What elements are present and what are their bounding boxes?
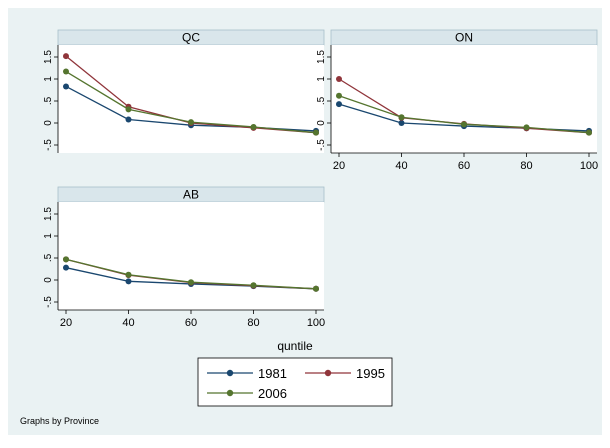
y-tick-label: 1: [316, 76, 327, 82]
data-point-1995: [63, 53, 69, 60]
data-point-2006: [586, 129, 592, 136]
y-tick-label: 1.5: [43, 207, 54, 221]
plot-region: [58, 202, 324, 310]
data-point-1995: [336, 76, 342, 82]
data-point-2006: [398, 114, 405, 121]
y-tick-label: .5: [43, 253, 54, 262]
legend-label-1981: 1981: [258, 366, 287, 381]
y-tick-label: 1: [43, 233, 54, 239]
x-tick-label: 80: [520, 160, 532, 172]
panel-ab: AB -.5 0 .5 1 1.5 20 40 60 80 100: [43, 186, 325, 329]
x-tick-label: 20: [60, 317, 72, 329]
x-tick-label: 60: [185, 317, 197, 329]
x-tick-label: 100: [580, 160, 598, 172]
data-point-2006: [63, 68, 69, 75]
x-tick-label: 40: [122, 317, 134, 329]
y-tick-label: 0: [316, 120, 327, 126]
y-tick-label: -.5: [43, 139, 54, 151]
y-tick-label: 0: [43, 277, 54, 283]
legend-marker-2006: [226, 389, 234, 397]
data-point-2006: [461, 121, 467, 128]
data-point-1981: [398, 120, 405, 126]
data-point-1981: [336, 101, 342, 108]
data-point-2006: [188, 119, 194, 126]
data-point-2006: [125, 271, 132, 278]
data-point-1981: [63, 83, 69, 90]
data-point-2006: [336, 92, 342, 99]
panel-title: ON: [455, 31, 473, 45]
data-point-1981: [125, 278, 132, 285]
y-tick-label: -.5: [316, 139, 327, 151]
legend-marker-1981: [226, 369, 234, 377]
y-tick-label: .5: [43, 96, 54, 105]
data-point-2006: [313, 129, 319, 136]
x-tick-label: 40: [395, 160, 407, 172]
data-point-2006: [523, 124, 530, 131]
panel-title: AB: [183, 188, 199, 202]
x-axis-title: quntile: [277, 339, 313, 353]
legend-box: [197, 357, 393, 407]
y-tick-label: .5: [316, 96, 327, 105]
y-tick-label: -.5: [43, 296, 54, 308]
data-point-2006: [313, 285, 319, 292]
panel-qc: QC-.50.511.5: [43, 29, 325, 153]
data-point-2006: [250, 282, 257, 289]
y-tick-label: 1.5: [43, 50, 54, 64]
legend: 1981 1995 2006: [197, 357, 393, 407]
legend-marker-1995: [324, 369, 332, 377]
data-point-1981: [125, 116, 132, 123]
plot-region: [58, 45, 324, 153]
y-tick-label: 1: [43, 76, 54, 82]
x-tick-label: 80: [247, 317, 259, 329]
x-tick-label: 20: [333, 160, 345, 172]
y-tick-label: 1.5: [316, 50, 327, 64]
y-tick-label: 0: [43, 120, 54, 126]
data-point-2006: [250, 123, 257, 130]
plot-region: [331, 45, 597, 153]
graph-note: Graphs by Province: [20, 416, 99, 426]
legend-label-1995: 1995: [356, 366, 385, 381]
panel-title: QC: [182, 31, 200, 45]
panel-on: ON -.5 0 .5 1 1.5 20 40 60 80 100: [316, 29, 598, 172]
data-point-2006: [63, 256, 69, 263]
x-tick-label: 60: [458, 160, 470, 172]
data-point-2006: [125, 106, 132, 113]
legend-label-2006: 2006: [258, 386, 287, 401]
x-tick-label: 100: [307, 317, 325, 329]
data-point-2006: [188, 279, 194, 286]
data-point-1981: [63, 264, 69, 271]
